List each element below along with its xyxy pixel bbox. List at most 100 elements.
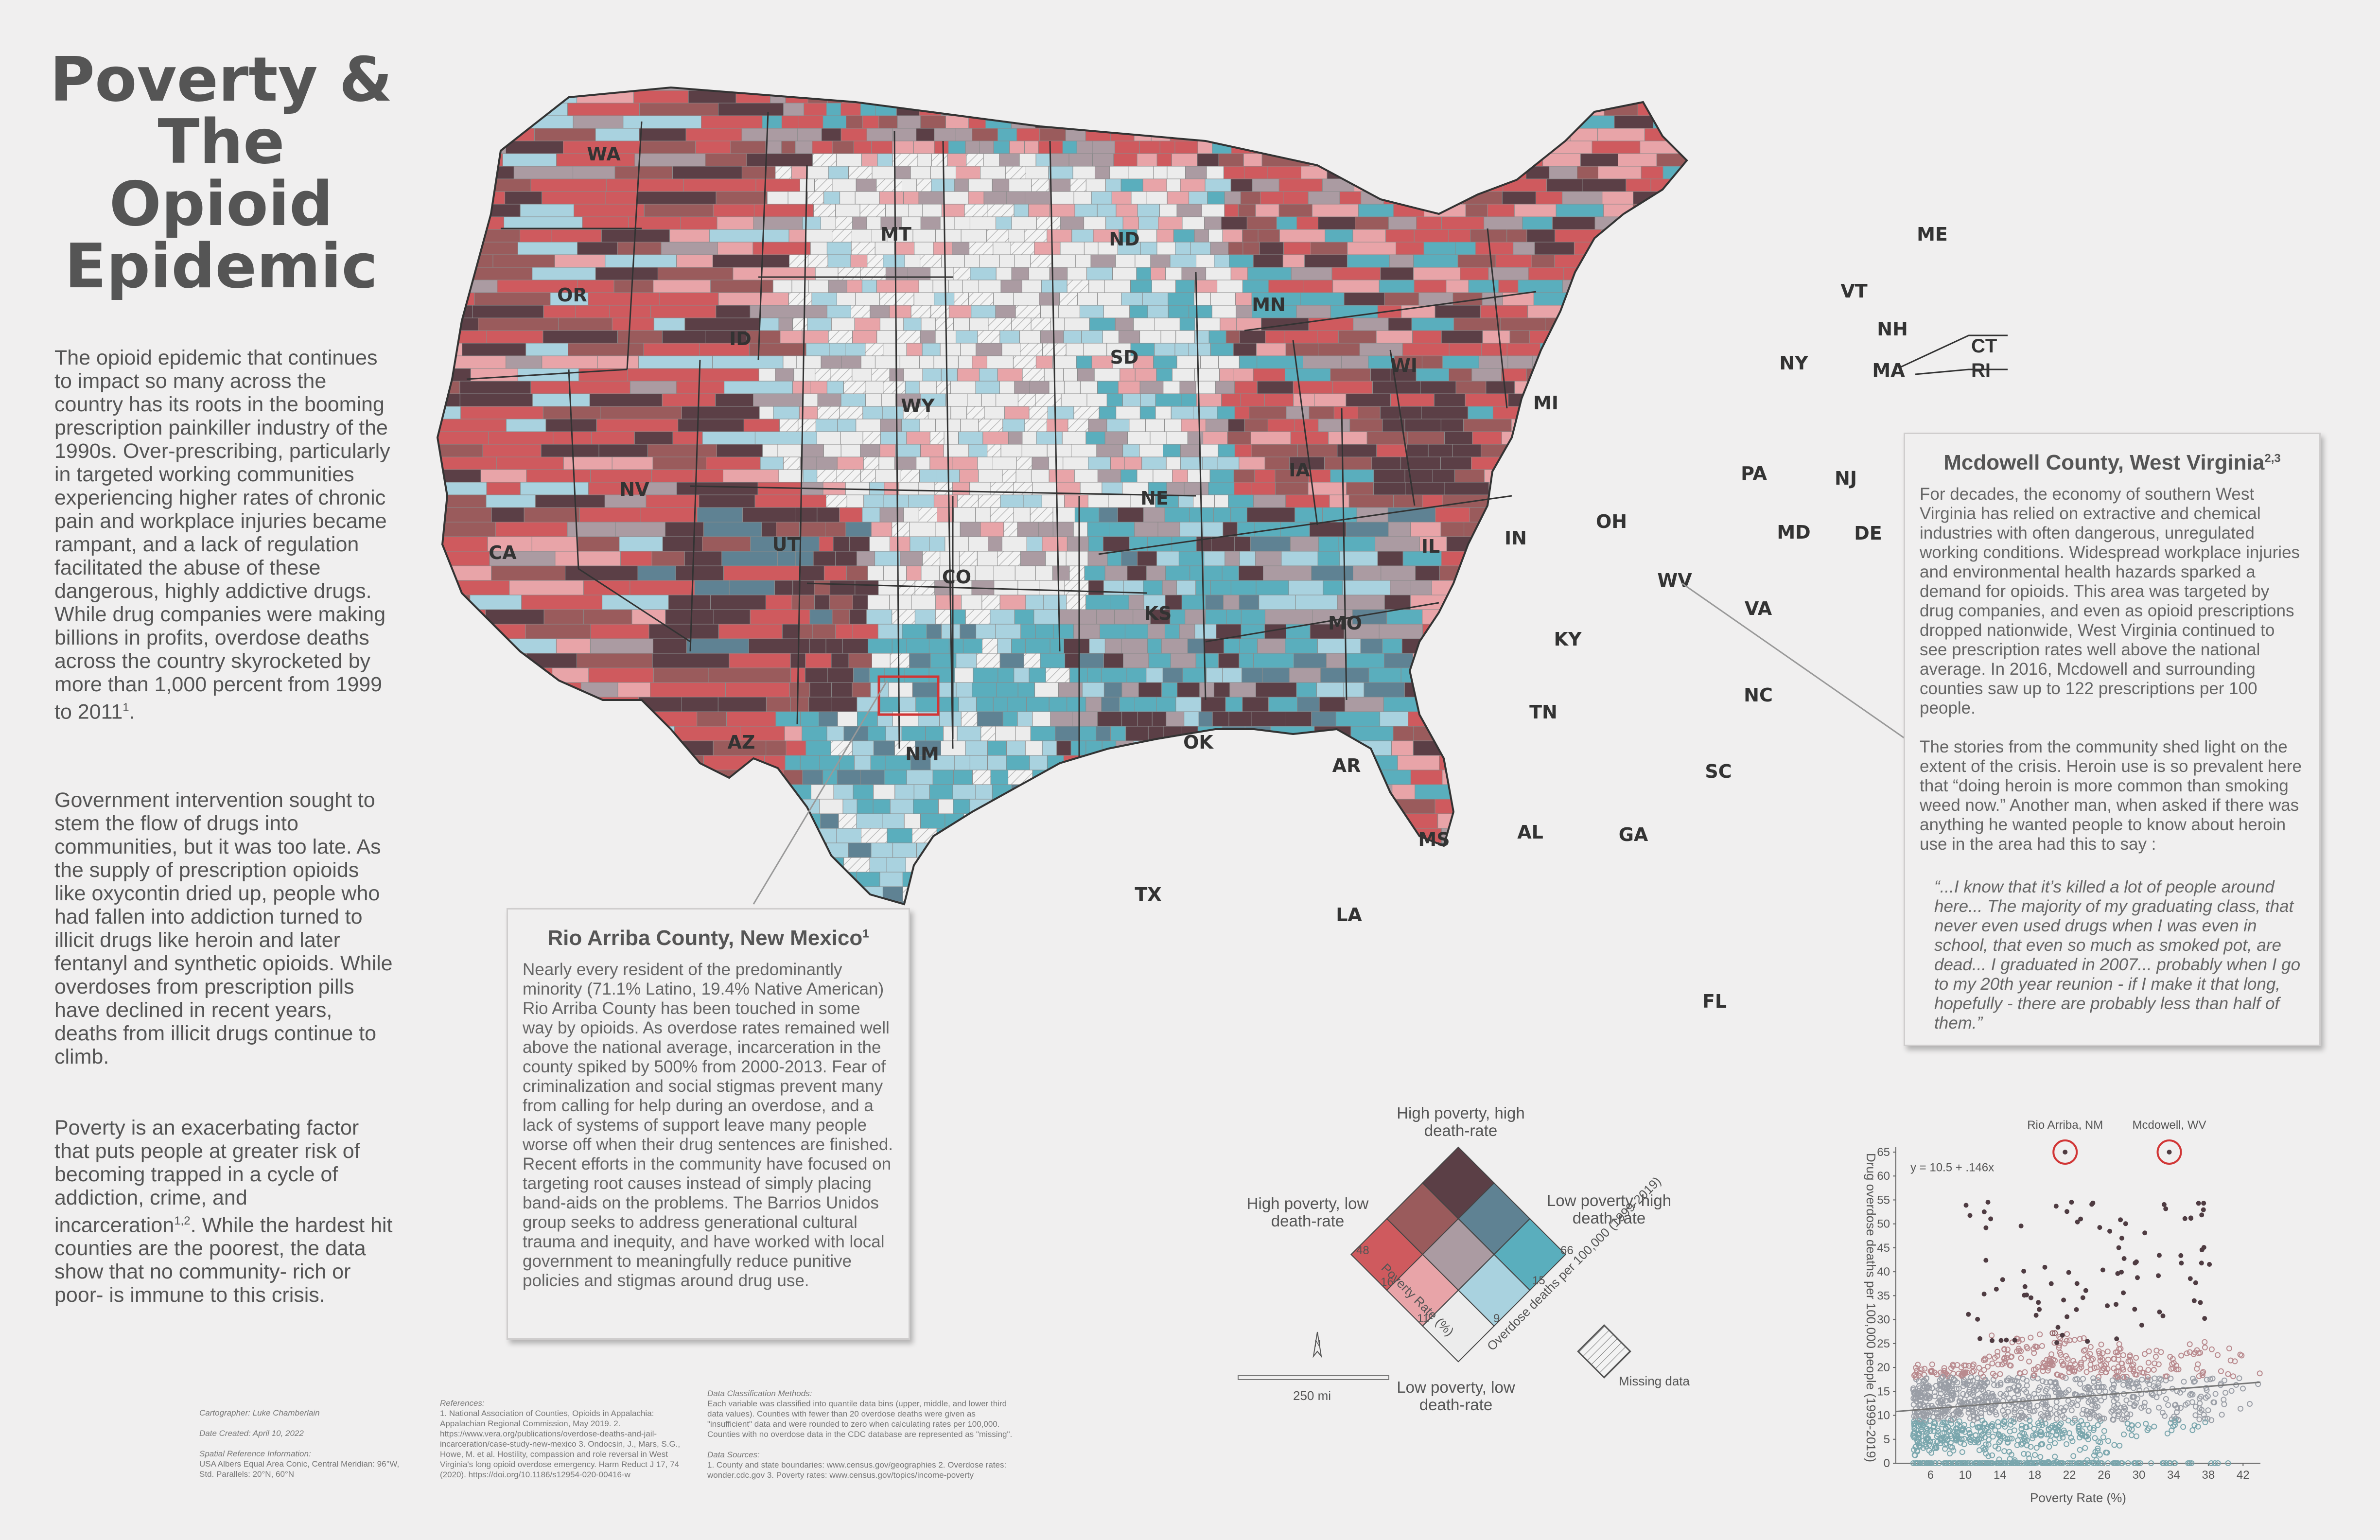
scatter-point bbox=[2005, 1351, 2011, 1358]
scatter-point bbox=[2090, 1200, 2096, 1206]
y-tick-label: 10 bbox=[1877, 1409, 1890, 1422]
scatter-point bbox=[2201, 1412, 2207, 1418]
missing-data-label: Missing data bbox=[1619, 1374, 1690, 1388]
scatter-point bbox=[2039, 1460, 2045, 1466]
scatter-point bbox=[2117, 1442, 2123, 1449]
credits-references: References: 1. National Association of C… bbox=[440, 1399, 681, 1479]
scatter-point bbox=[2042, 1405, 2048, 1412]
scatter-point bbox=[1930, 1424, 1937, 1431]
scatter-point bbox=[2024, 1437, 2030, 1444]
scatter-point bbox=[1980, 1357, 1987, 1363]
scatter-point bbox=[2053, 1432, 2060, 1438]
state-label-ms: MS bbox=[1418, 829, 1450, 850]
scatter-point bbox=[1995, 1361, 2001, 1367]
scatter-point bbox=[2068, 1365, 2074, 1371]
scatter-point bbox=[2226, 1345, 2232, 1351]
scatter-point bbox=[1983, 1258, 1989, 1263]
state-label-la: LA bbox=[1336, 904, 1362, 926]
x-tick-label: 14 bbox=[1994, 1469, 2007, 1482]
rio-callout-body: Nearly every resident of the predominant… bbox=[523, 960, 893, 1290]
scatter-point bbox=[1981, 1209, 1987, 1214]
scatter-point bbox=[1989, 1390, 1995, 1397]
scatter-point bbox=[2045, 1410, 2051, 1417]
scatter-point bbox=[1970, 1361, 1977, 1367]
scatter-point bbox=[2075, 1219, 2080, 1225]
scatter-point bbox=[2209, 1375, 2216, 1382]
y-tick-label: 25 bbox=[1877, 1337, 1890, 1350]
scatter-point bbox=[1950, 1363, 1956, 1369]
scatter-point bbox=[2078, 1360, 2084, 1366]
scatter-point bbox=[2048, 1351, 2055, 1357]
scatter-point bbox=[2078, 1216, 2083, 1222]
scatter-point bbox=[2037, 1454, 2044, 1460]
scatter-chart: 0 5 10 15 20 25 30 35 40 45 50 55 60 65 6 10 14 18 22 26 30 3… bbox=[1864, 1119, 2263, 1505]
scatter-point bbox=[2101, 1416, 2107, 1422]
scatter-point bbox=[1995, 1348, 2001, 1355]
state-label-al: AL bbox=[1517, 822, 1543, 843]
scatter-point bbox=[2004, 1337, 2009, 1343]
scatter-point bbox=[1978, 1370, 1984, 1377]
scatter-point bbox=[2090, 1356, 2096, 1362]
scatter-point bbox=[2123, 1374, 2130, 1380]
scatter-point bbox=[2026, 1405, 2032, 1412]
scatter-point bbox=[2236, 1375, 2242, 1382]
scatter-point bbox=[2038, 1417, 2044, 1423]
scatter-point bbox=[1992, 1355, 1998, 1361]
scatter-point bbox=[2031, 1426, 2037, 1432]
scatter-point bbox=[2022, 1284, 2028, 1289]
scatter-point bbox=[2208, 1417, 2215, 1423]
scatter-point bbox=[1998, 1338, 2004, 1343]
scatter-point bbox=[2196, 1416, 2203, 1422]
scatter-point bbox=[2044, 1431, 2050, 1437]
scatter-point bbox=[2115, 1271, 2120, 1276]
highlight-circle bbox=[2052, 1139, 2078, 1165]
scatter-point bbox=[2237, 1351, 2243, 1358]
state-label-sc: SC bbox=[1705, 761, 1732, 782]
scatter-point bbox=[1949, 1396, 1956, 1402]
scatter-point bbox=[2042, 1264, 2048, 1270]
scatter-point bbox=[2001, 1412, 2008, 1418]
scatter-point bbox=[2041, 1416, 2048, 1422]
scatter-point bbox=[2102, 1388, 2109, 1395]
highlight-label: Rio Arriba, NM bbox=[2027, 1119, 2103, 1132]
scatter-point bbox=[2143, 1420, 2149, 1427]
x-tick-label: 42 bbox=[2237, 1469, 2250, 1482]
y-tick-label: 45 bbox=[1877, 1242, 1890, 1255]
scatter-point bbox=[2184, 1350, 2190, 1357]
scatter-point bbox=[1954, 1432, 1960, 1438]
scatter-point bbox=[1984, 1460, 1990, 1466]
scatter-point bbox=[2104, 1348, 2111, 1355]
scatter-point bbox=[2029, 1460, 2035, 1466]
y-tick-label: 15 bbox=[1877, 1385, 1890, 1398]
state-label-id: ID bbox=[729, 328, 752, 350]
scatter-point bbox=[2000, 1277, 2005, 1282]
scatter-point bbox=[2032, 1452, 2038, 1458]
scatter-point bbox=[1922, 1409, 1928, 1416]
scatter-point bbox=[2072, 1361, 2078, 1367]
scatter-point bbox=[2228, 1388, 2235, 1394]
scatter-point bbox=[1916, 1372, 1922, 1379]
scatter-point bbox=[1958, 1372, 1964, 1378]
scatter-point bbox=[2063, 1375, 2069, 1381]
scatter-point bbox=[2221, 1397, 2227, 1403]
scatter-point bbox=[2138, 1405, 2144, 1411]
scatter-point bbox=[2171, 1414, 2177, 1420]
scatter-point bbox=[1942, 1460, 1948, 1466]
scatter-point bbox=[1920, 1379, 1926, 1385]
scatter-point bbox=[2152, 1360, 2158, 1366]
state-label-de: DE bbox=[1854, 523, 1882, 544]
scatter-point bbox=[2168, 1375, 2174, 1382]
scatter-point bbox=[2187, 1460, 2193, 1466]
scatter-point bbox=[2103, 1450, 2109, 1455]
scatter-point bbox=[2008, 1418, 2014, 1424]
scatter-point bbox=[2048, 1425, 2054, 1431]
scatter-point bbox=[2199, 1212, 2205, 1218]
scatter-point bbox=[1921, 1402, 1926, 1408]
scatter-point bbox=[2092, 1405, 2099, 1411]
scatter-point bbox=[2158, 1349, 2164, 1355]
scatter-point bbox=[1942, 1441, 1948, 1448]
scatter-point bbox=[2090, 1398, 2096, 1404]
scatter-point bbox=[2111, 1412, 2118, 1418]
scatter-point bbox=[2225, 1371, 2231, 1377]
scatter-point bbox=[2124, 1420, 2131, 1427]
